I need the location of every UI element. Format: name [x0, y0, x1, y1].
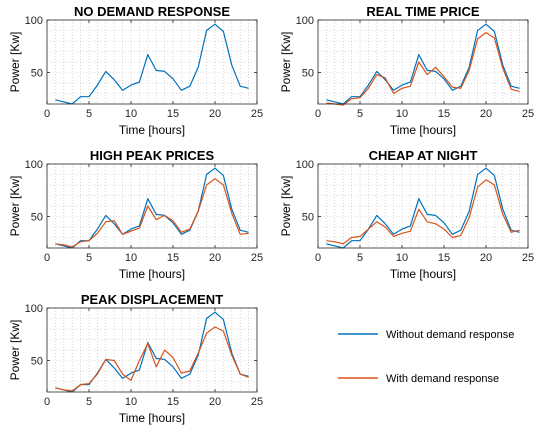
x-tick-label: 10 — [396, 252, 408, 264]
series-without-demand-response — [326, 167, 520, 249]
series-without-demand-response — [55, 311, 249, 393]
x-tick-label: 10 — [125, 108, 137, 120]
x-axis-label: Time [hours] — [119, 123, 185, 137]
x-tick-label: 25 — [251, 108, 263, 120]
panel-title: REAL TIME PRICE — [366, 4, 479, 19]
y-tick-label: 100 — [25, 159, 43, 171]
x-axis-label: Time [hours] — [119, 411, 185, 425]
x-tick-label: 25 — [251, 252, 263, 264]
x-tick-label: 20 — [480, 252, 492, 264]
y-tick-label: 50 — [31, 68, 43, 80]
y-tick-label: 100 — [296, 159, 314, 171]
series-with-demand-response — [55, 178, 249, 248]
x-tick-label: 5 — [357, 252, 363, 264]
legend: Without demand response With demand resp… — [338, 329, 514, 385]
panel-title: HIGH PEAK PRICES — [90, 148, 215, 163]
y-axis-label: Power [Kw] — [8, 32, 22, 93]
x-tick-label: 5 — [86, 252, 92, 264]
legend-label-with: With demand response — [386, 373, 499, 385]
x-tick-label: 0 — [44, 108, 50, 120]
series-without-demand-response — [326, 23, 520, 105]
grid — [47, 308, 257, 392]
panel-high-peak-prices: 0 5 10 15 20 25 50 100 HIGH PEAK PRICES Time [hou… — [8, 148, 263, 281]
x-tick-label: 25 — [522, 252, 534, 264]
axes-box — [317, 163, 529, 249]
x-tick-label: 15 — [167, 252, 179, 264]
y-axis-label: Power [Kw] — [8, 176, 22, 237]
x-tick-label: 5 — [357, 108, 363, 120]
axes-box — [46, 163, 258, 249]
panel-title: CHEAP AT NIGHT — [369, 148, 478, 163]
y-tick-label: 100 — [296, 15, 314, 27]
y-tick-label: 50 — [302, 212, 314, 224]
x-tick-label: 20 — [209, 396, 221, 408]
axes-box — [317, 19, 529, 105]
axes-box — [46, 307, 258, 393]
x-tick-label: 15 — [438, 108, 450, 120]
x-axis-label: Time [hours] — [390, 267, 456, 281]
x-tick-label: 20 — [209, 108, 221, 120]
series-with-demand-response — [326, 31, 520, 106]
x-tick-label: 5 — [86, 396, 92, 408]
x-tick-label: 20 — [209, 252, 221, 264]
panel-title: PEAK DISPLACEMENT — [81, 292, 223, 307]
legend-label-without: Without demand response — [386, 329, 514, 341]
x-axis-label: Time [hours] — [119, 267, 185, 281]
panel-real-time-price: 0 5 10 15 20 25 50 100 REAL TIME PRICE Time [hour… — [279, 4, 534, 137]
axes-box — [46, 19, 258, 105]
x-tick-label: 15 — [167, 396, 179, 408]
y-tick-label: 50 — [31, 356, 43, 368]
x-tick-label: 0 — [44, 252, 50, 264]
x-tick-label: 15 — [167, 108, 179, 120]
x-tick-label: 10 — [125, 252, 137, 264]
panel-cheap-at-night: 0 5 10 15 20 25 50 100 CHEAP AT NIGHT Time [hours… — [279, 148, 534, 281]
series-with-demand-response — [55, 326, 249, 392]
x-tick-label: 0 — [315, 252, 321, 264]
y-tick-label: 50 — [302, 68, 314, 80]
x-tick-label: 5 — [86, 108, 92, 120]
series-with-demand-response — [326, 179, 520, 245]
x-tick-label: 25 — [522, 108, 534, 120]
x-tick-label: 25 — [251, 396, 263, 408]
panel-no-demand-response: 0 5 10 15 20 25 50 100 NO DEMAND RESPONSE Time [h… — [8, 4, 263, 137]
y-tick-label: 50 — [31, 212, 43, 224]
x-tick-label: 0 — [44, 396, 50, 408]
y-axis-label: Power [Kw] — [8, 320, 22, 381]
panel-title: NO DEMAND RESPONSE — [74, 4, 230, 19]
x-tick-label: 0 — [315, 108, 321, 120]
y-tick-label: 100 — [25, 303, 43, 315]
y-tick-label: 100 — [25, 15, 43, 27]
x-axis-label: Time [hours] — [390, 123, 456, 137]
y-axis-label: Power [Kw] — [279, 176, 293, 237]
x-tick-label: 10 — [396, 108, 408, 120]
x-tick-label: 15 — [438, 252, 450, 264]
series-without-demand-response — [55, 23, 249, 105]
y-axis-label: Power [Kw] — [279, 32, 293, 93]
x-tick-label: 10 — [125, 396, 137, 408]
panel-peak-displacement: 0 5 10 15 20 25 50 100 PEAK DISPLACEMENT Time [ho… — [8, 292, 263, 425]
x-tick-label: 20 — [480, 108, 492, 120]
